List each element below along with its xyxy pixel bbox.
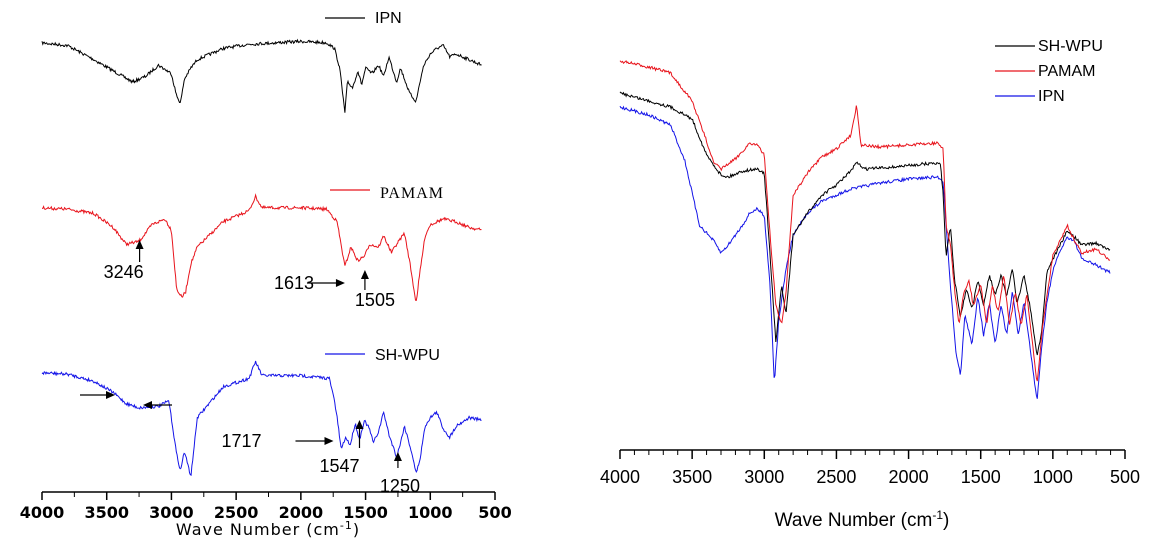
- annotation-arrow-head: [360, 270, 369, 279]
- x-tick-label-3000: 3000: [149, 503, 194, 522]
- x-tick-label-2500: 2500: [214, 503, 259, 522]
- legend-label-pamam: PAMAM: [380, 185, 444, 202]
- right-chart: SH-WPU PAMAM IPN 4000 3500 3000 2500 2000 150…: [600, 38, 1140, 531]
- arrow-head: [106, 391, 115, 399]
- x-tick-label-2000-right: 2000: [889, 467, 929, 487]
- annotation-arrows-unlabeled: [80, 391, 172, 409]
- legend-label-sh-wpu-right: SH-WPU: [1038, 38, 1103, 55]
- arrow-head: [143, 401, 152, 409]
- series-line-sh-wpu: [41, 360, 482, 477]
- annotation-label: 1547: [319, 456, 359, 476]
- x-tick-label-500-right: 500: [1110, 467, 1140, 487]
- annotation-3246: 3246: [104, 240, 144, 282]
- left-chart: IPN PAMAM SH-WPU 3246 1613 1505 1717 1547 125…: [20, 10, 512, 539]
- x-tick-label-3000-right: 3000: [744, 467, 784, 487]
- annotation-1250: 1250: [380, 452, 420, 496]
- x-tick-label-3500: 3500: [84, 503, 129, 522]
- legend-label-ipn: IPN: [375, 10, 402, 27]
- x-tick-label-1000-right: 1000: [1033, 467, 1073, 487]
- annotation-arrow-head: [324, 437, 334, 445]
- legend-label-pamam-right: PAMAM: [1038, 63, 1095, 80]
- annotation-arrow-head: [355, 420, 364, 429]
- x-tick-label-4000: 4000: [20, 503, 65, 522]
- x-tick-label-2000: 2000: [279, 503, 324, 522]
- annotation-arrow-head: [135, 240, 144, 249]
- annotation-1505: 1505: [355, 270, 395, 310]
- x-tick-label-1500: 1500: [343, 503, 388, 522]
- series-line-ipn: [41, 38, 482, 113]
- series-line-pamam: [42, 193, 482, 302]
- x-tick-label-2500-right: 2500: [816, 467, 856, 487]
- annotation-arrow-head: [393, 452, 402, 461]
- series-line-ipn-right: [619, 105, 1111, 399]
- annotation-label: 3246: [104, 262, 144, 282]
- x-tick-label-3500-right: 3500: [672, 467, 712, 487]
- annotation-1613: 1613: [274, 273, 345, 293]
- series-line-sh-wpu-right: [619, 91, 1111, 356]
- annotation-label: 1613: [274, 273, 314, 293]
- annotation-label: 1505: [355, 290, 395, 310]
- legend-label-sh-wpu: SH-WPU: [375, 347, 440, 364]
- right-x-axis-title: Wave Number (cm-1): [775, 508, 950, 531]
- x-tick-label-1500-right: 1500: [961, 467, 1001, 487]
- legend-label-ipn-right: IPN: [1038, 88, 1065, 105]
- annotation-1547: 1547: [319, 420, 364, 476]
- annotation-label: 1250: [380, 476, 420, 496]
- x-tick-label-4000-right: 4000: [600, 467, 640, 487]
- annotation-label: 1717: [221, 431, 261, 451]
- series-line-pamam-right: [619, 60, 1111, 382]
- x-tick-label-1000: 1000: [408, 503, 453, 522]
- annotation-arrow-head: [335, 279, 345, 287]
- left-x-axis-title: Wave Number (cm-1): [176, 519, 360, 539]
- x-tick-label-500: 500: [478, 503, 511, 522]
- annotation-1717: 1717: [221, 431, 334, 451]
